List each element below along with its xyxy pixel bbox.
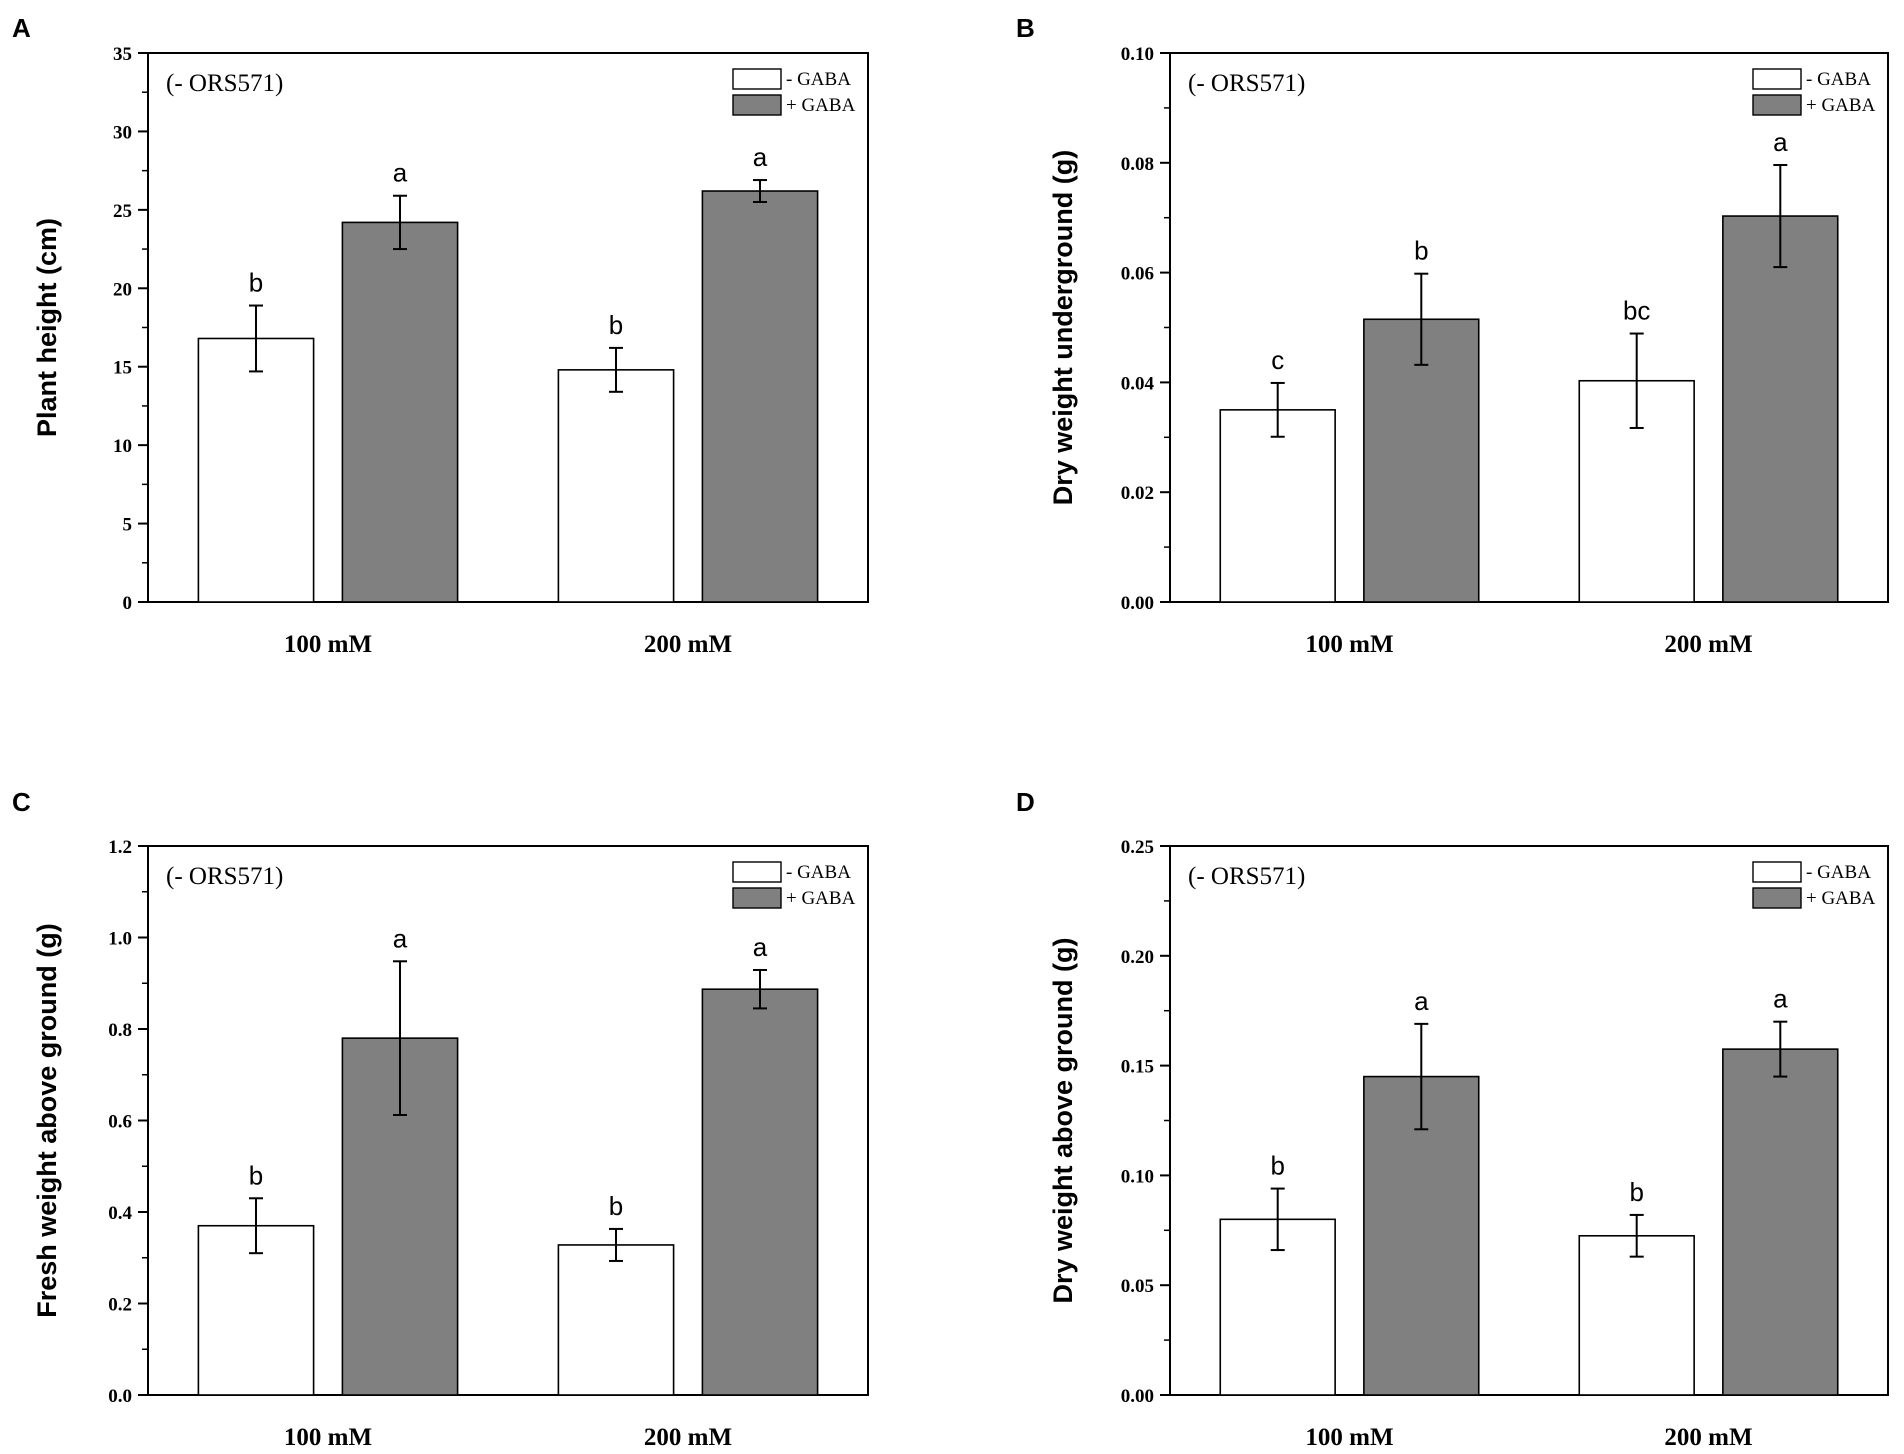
plot-annotation: (- ORS571) [1188,863,1305,890]
significance-label: b [249,1160,263,1190]
legend-swatch [732,68,782,90]
plot-annotation: (- ORS571) [166,863,283,890]
panel-letter: C [12,787,31,817]
y-tick-label: 1.0 [108,929,132,950]
significance-label: b [609,1191,623,1221]
y-tick-label: 0.20 [1121,947,1154,968]
y-axis-label: Fresh weight above ground (g) [32,923,62,1318]
panel-d: D 0.00 0.05 0.10 0.15 0.20 0.25 Dry weight abov… [1016,787,1889,1451]
x-category-label: 100 mM [284,631,372,658]
legend-swatch [1752,94,1802,116]
legend-swatch [1752,861,1802,883]
panel-a: A 0 5 10 15 20 25 30 35 Plant height (cm) 100 mM b a… [12,13,869,658]
bar-minus-gaba [1219,409,1336,603]
significance-label: b [609,310,623,340]
significance-label: a [1773,984,1788,1014]
y-axis-label: Dry weight underground (g) [1048,150,1078,505]
significance-label: b [1270,1151,1284,1181]
plot-annotation: (- ORS571) [166,70,283,97]
y-tick-label: 0.10 [1121,44,1154,65]
significance-label: a [1414,986,1429,1016]
bar-plus-gaba [701,988,819,1396]
x-category-label: 100 mM [1305,631,1393,658]
legend-swatch [732,861,782,883]
significance-label: b [1414,236,1428,266]
bar-plus-gaba [341,221,459,603]
legend-label: + GABA [1806,888,1876,909]
x-category-label: 200 mM [644,631,732,658]
bar-minus-gaba [557,1244,675,1396]
panel-letter: D [1016,787,1035,817]
legend-label: + GABA [1806,95,1876,116]
y-tick-label: 0.0 [108,1386,132,1407]
legend-swatch [1752,887,1802,909]
significance-label: a [1773,127,1788,157]
significance-label: b [249,268,263,298]
legend-swatch [1752,68,1802,90]
significance-label: c [1271,345,1284,375]
y-tick-label: 0 [123,593,133,614]
y-tick-label: 5 [123,515,133,536]
y-tick-label: 0.00 [1121,1386,1154,1407]
significance-label: bc [1623,296,1650,326]
y-tick-label: 35 [113,44,132,65]
x-category-label: 200 mM [1664,1424,1752,1451]
x-category-label: 200 mM [1664,631,1752,658]
y-tick-label: 0.25 [1121,837,1154,858]
y-tick-label: 10 [113,436,132,457]
y-tick-label: 30 [113,122,132,143]
bar-minus-gaba [557,369,675,603]
legend-label: - GABA [1806,862,1871,883]
y-tick-label: 1.2 [108,837,132,858]
x-category-label: 200 mM [644,1424,732,1451]
y-tick-label: 0.2 [108,1295,132,1316]
y-tick-label: 25 [113,201,132,222]
bar-plus-gaba [701,190,819,603]
y-tick-label: 20 [113,279,132,300]
panel-letter: B [1016,13,1035,43]
y-tick-label: 0.04 [1121,373,1155,394]
y-tick-label: 0.8 [108,1020,132,1041]
significance-label: a [753,142,768,172]
y-tick-label: 0.06 [1121,264,1154,285]
y-tick-label: 15 [113,358,132,379]
x-category-label: 100 mM [284,1424,372,1451]
y-tick-label: 0.05 [1121,1276,1154,1297]
legend-swatch [732,887,782,909]
bar-plus-gaba [1722,215,1839,603]
legend-label: - GABA [786,862,851,883]
y-tick-label: 0.4 [108,1203,132,1224]
bar-minus-gaba [1578,1234,1695,1396]
significance-label: b [1629,1177,1643,1207]
y-tick-label: 0.10 [1121,1166,1154,1187]
significance-label: a [393,158,408,188]
y-axis-label: Plant height (cm) [32,218,62,437]
legend-label: - GABA [786,69,851,90]
bar-minus-gaba [197,337,315,603]
y-tick-label: 0.02 [1121,483,1154,504]
y-tick-label: 0.00 [1121,593,1154,614]
bar-plus-gaba [1722,1048,1839,1396]
y-tick-label: 0.6 [108,1112,132,1133]
panel-b: B 0.00 0.02 0.04 0.06 0.08 0.10 Dry weight unde… [1016,13,1889,658]
x-category-label: 100 mM [1305,1424,1393,1451]
panel-letter: A [12,13,31,43]
legend-swatch [732,94,782,116]
significance-label: a [393,923,408,953]
significance-label: a [753,932,768,962]
panel-c: C 0.0 0.2 0.4 0.6 0.8 1.0 1.2 Fresh weight above… [12,787,869,1451]
y-tick-label: 0.15 [1121,1057,1154,1078]
legend-label: + GABA [786,888,856,909]
legend-label: + GABA [786,95,856,116]
bar-plus-gaba [1363,318,1480,603]
plot-annotation: (- ORS571) [1188,70,1305,97]
legend-label: - GABA [1806,69,1871,90]
y-axis-label: Dry weight above ground (g) [1048,937,1078,1303]
y-tick-label: 0.08 [1121,154,1154,175]
